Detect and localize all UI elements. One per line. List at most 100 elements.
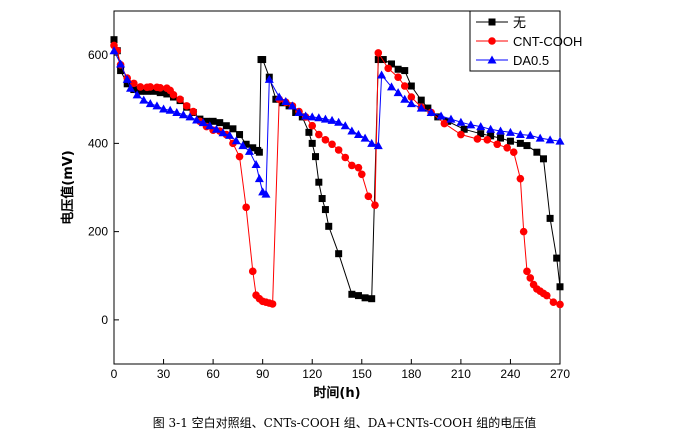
- x-tick-label: 60: [206, 367, 220, 381]
- data-point: [132, 90, 142, 99]
- data-point: [109, 46, 119, 55]
- data-point: [496, 126, 506, 135]
- x-tick-label: 90: [256, 367, 270, 381]
- data-point: [377, 70, 387, 79]
- data-point: [364, 192, 373, 201]
- data-point: [312, 153, 320, 161]
- data-point: [242, 203, 250, 212]
- data-point: [503, 143, 511, 152]
- data-point: [556, 283, 564, 291]
- data-point: [211, 124, 221, 133]
- data-point: [401, 67, 409, 75]
- data-point: [222, 122, 230, 130]
- data-point: [146, 83, 155, 91]
- data-point: [555, 136, 565, 145]
- data-point: [117, 67, 125, 75]
- data-point: [176, 95, 184, 104]
- data-point: [348, 290, 356, 298]
- data-point: [493, 140, 502, 149]
- data-point: [446, 114, 456, 123]
- data-point: [238, 141, 248, 150]
- data-point: [473, 135, 482, 143]
- data-point: [328, 140, 336, 149]
- x-tick-label: 210: [451, 367, 471, 381]
- data-point: [361, 294, 369, 302]
- x-tick-label: 120: [302, 367, 322, 381]
- data-point: [229, 125, 237, 133]
- data-point: [203, 117, 211, 125]
- data-point: [130, 86, 138, 94]
- data-point: [307, 112, 317, 121]
- data-point: [150, 87, 158, 95]
- data-point: [244, 146, 254, 155]
- data-point: [341, 153, 350, 162]
- data-point: [506, 137, 514, 145]
- data-point: [440, 119, 449, 128]
- data-point: [178, 110, 188, 119]
- data-point: [314, 113, 324, 122]
- data-point: [516, 174, 525, 183]
- data-point: [136, 87, 144, 95]
- series-0: [110, 36, 564, 303]
- data-point: [294, 107, 304, 116]
- legend-label: CNT-COOH: [513, 34, 582, 49]
- data-point: [406, 99, 416, 108]
- data-point: [523, 142, 531, 150]
- data-point: [152, 101, 162, 110]
- legend: 无 CNT-COOH DA0.5: [469, 10, 582, 72]
- data-point: [371, 201, 379, 209]
- data-point: [254, 174, 264, 183]
- data-point: [261, 189, 271, 198]
- data-point: [159, 104, 169, 113]
- data-point: [400, 94, 410, 103]
- data-point: [327, 115, 337, 124]
- data-point: [255, 148, 263, 156]
- legend-label: 无: [513, 15, 526, 30]
- data-point: [305, 128, 313, 136]
- data-point: [347, 126, 357, 135]
- data-point: [388, 60, 396, 68]
- data-point: [400, 82, 409, 90]
- data-point: [225, 130, 235, 139]
- x-tick-label: 0: [111, 367, 118, 381]
- x-tick-label: 30: [157, 367, 171, 381]
- data-point: [549, 298, 558, 307]
- data-point: [192, 115, 202, 124]
- data-point: [231, 136, 241, 145]
- figure-caption: 图 3-1 空白对照组、CNTs-COOH 组、DA+CNTs-COOH 组的电…: [152, 416, 537, 430]
- data-point: [325, 222, 333, 230]
- data-point: [523, 267, 531, 276]
- data-point: [373, 141, 383, 150]
- data-point: [407, 82, 415, 90]
- y-tick-label: 600: [88, 48, 108, 62]
- data-point: [216, 119, 224, 127]
- data-point: [315, 130, 323, 139]
- data-point: [466, 120, 476, 129]
- data-point: [354, 292, 362, 300]
- data-point: [136, 83, 145, 91]
- data-point: [248, 267, 257, 276]
- data-point: [320, 114, 330, 123]
- data-point: [393, 88, 403, 97]
- data-point: [287, 101, 297, 110]
- data-point: [394, 73, 402, 81]
- data-point: [526, 274, 535, 282]
- x-tick-label: 240: [500, 367, 520, 381]
- data-point: [268, 300, 277, 308]
- data-point: [126, 83, 136, 92]
- data-point: [236, 131, 244, 139]
- data-point: [235, 152, 244, 161]
- legend-marker: [488, 37, 496, 45]
- data-point: [553, 254, 561, 262]
- data-point: [533, 148, 541, 156]
- data-point: [172, 107, 182, 116]
- data-point: [424, 104, 432, 112]
- data-point: [335, 250, 343, 258]
- data-point: [368, 295, 376, 303]
- y-tick-label: 400: [88, 136, 108, 150]
- data-point: [130, 79, 138, 88]
- data-point: [301, 111, 311, 120]
- x-axis-label: 时间(h): [313, 385, 360, 401]
- data-point: [123, 80, 131, 88]
- series-1: [110, 41, 564, 309]
